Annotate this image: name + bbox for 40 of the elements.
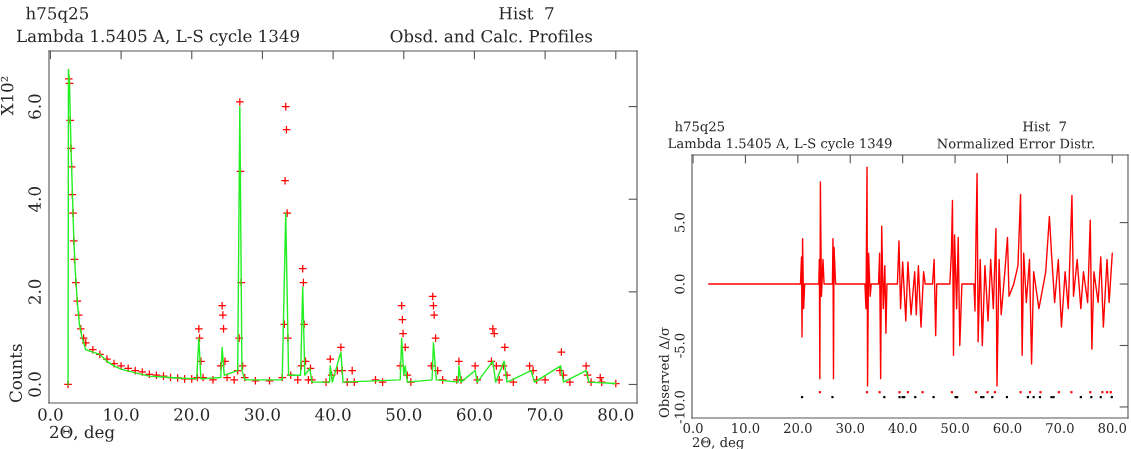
y-tick-label: 5.0	[674, 212, 685, 232]
text: h75q25	[26, 6, 89, 23]
y-tick-label: 4.0	[28, 187, 41, 212]
x-tick-label: 0.0	[683, 423, 703, 434]
x-tick-label: 0.0	[38, 408, 63, 421]
y-tick-label: 0.0	[28, 372, 41, 397]
x-tick-label: 20.0	[784, 423, 812, 434]
x-tick-label: 40.0	[888, 423, 917, 434]
x-tick-label: 60.0	[457, 408, 492, 421]
line-series	[708, 166, 1113, 387]
text: Obsd. and Calc. Profiles	[390, 29, 593, 43]
text: Hist 7	[499, 7, 554, 20]
x-axis-title: 2Θ, deg	[50, 425, 115, 442]
y-tick-label: 0.0	[674, 274, 685, 294]
x-tick-label: 70.0	[527, 408, 563, 421]
text: h75q25	[675, 121, 725, 134]
x-tick-label: 50.0	[386, 408, 422, 421]
text: Normalized Error Distr.	[937, 138, 1095, 149]
text: X10²	[0, 76, 14, 116]
text: Lambda 1.5405 A, L-S cycle 1349	[668, 138, 892, 152]
y-tick-label: 6.0	[28, 94, 41, 119]
x-tick-label: 10.0	[104, 408, 139, 421]
x-tick-label: 20.0	[174, 408, 210, 421]
text: Hist 7	[1023, 121, 1067, 132]
x-axis-title: 2Θ, deg	[692, 437, 744, 449]
y-tick-label: -10.0	[674, 390, 685, 424]
y-tick-label: -5.0	[674, 333, 685, 358]
x-tick-label: 30.0	[836, 423, 865, 434]
y-axis-title: Counts	[9, 344, 22, 403]
x-tick-label: 80.0	[1098, 423, 1127, 434]
x-tick-label: 10.0	[732, 423, 760, 434]
x-tick-label: 30.0	[245, 408, 280, 421]
y-axis-title: Observed Δ/σ	[658, 327, 671, 418]
x-tick-label: 40.0	[315, 408, 351, 421]
text: Lambda 1.5405 A, L-S cycle 1349	[16, 29, 299, 46]
y-tick-label: 2.0	[28, 279, 41, 304]
x-tick-label: 80.0	[598, 408, 634, 421]
x-tick-label: 50.0	[941, 423, 969, 434]
x-tick-label: 60.0	[993, 423, 1022, 434]
x-tick-label: 70.0	[1046, 423, 1074, 434]
